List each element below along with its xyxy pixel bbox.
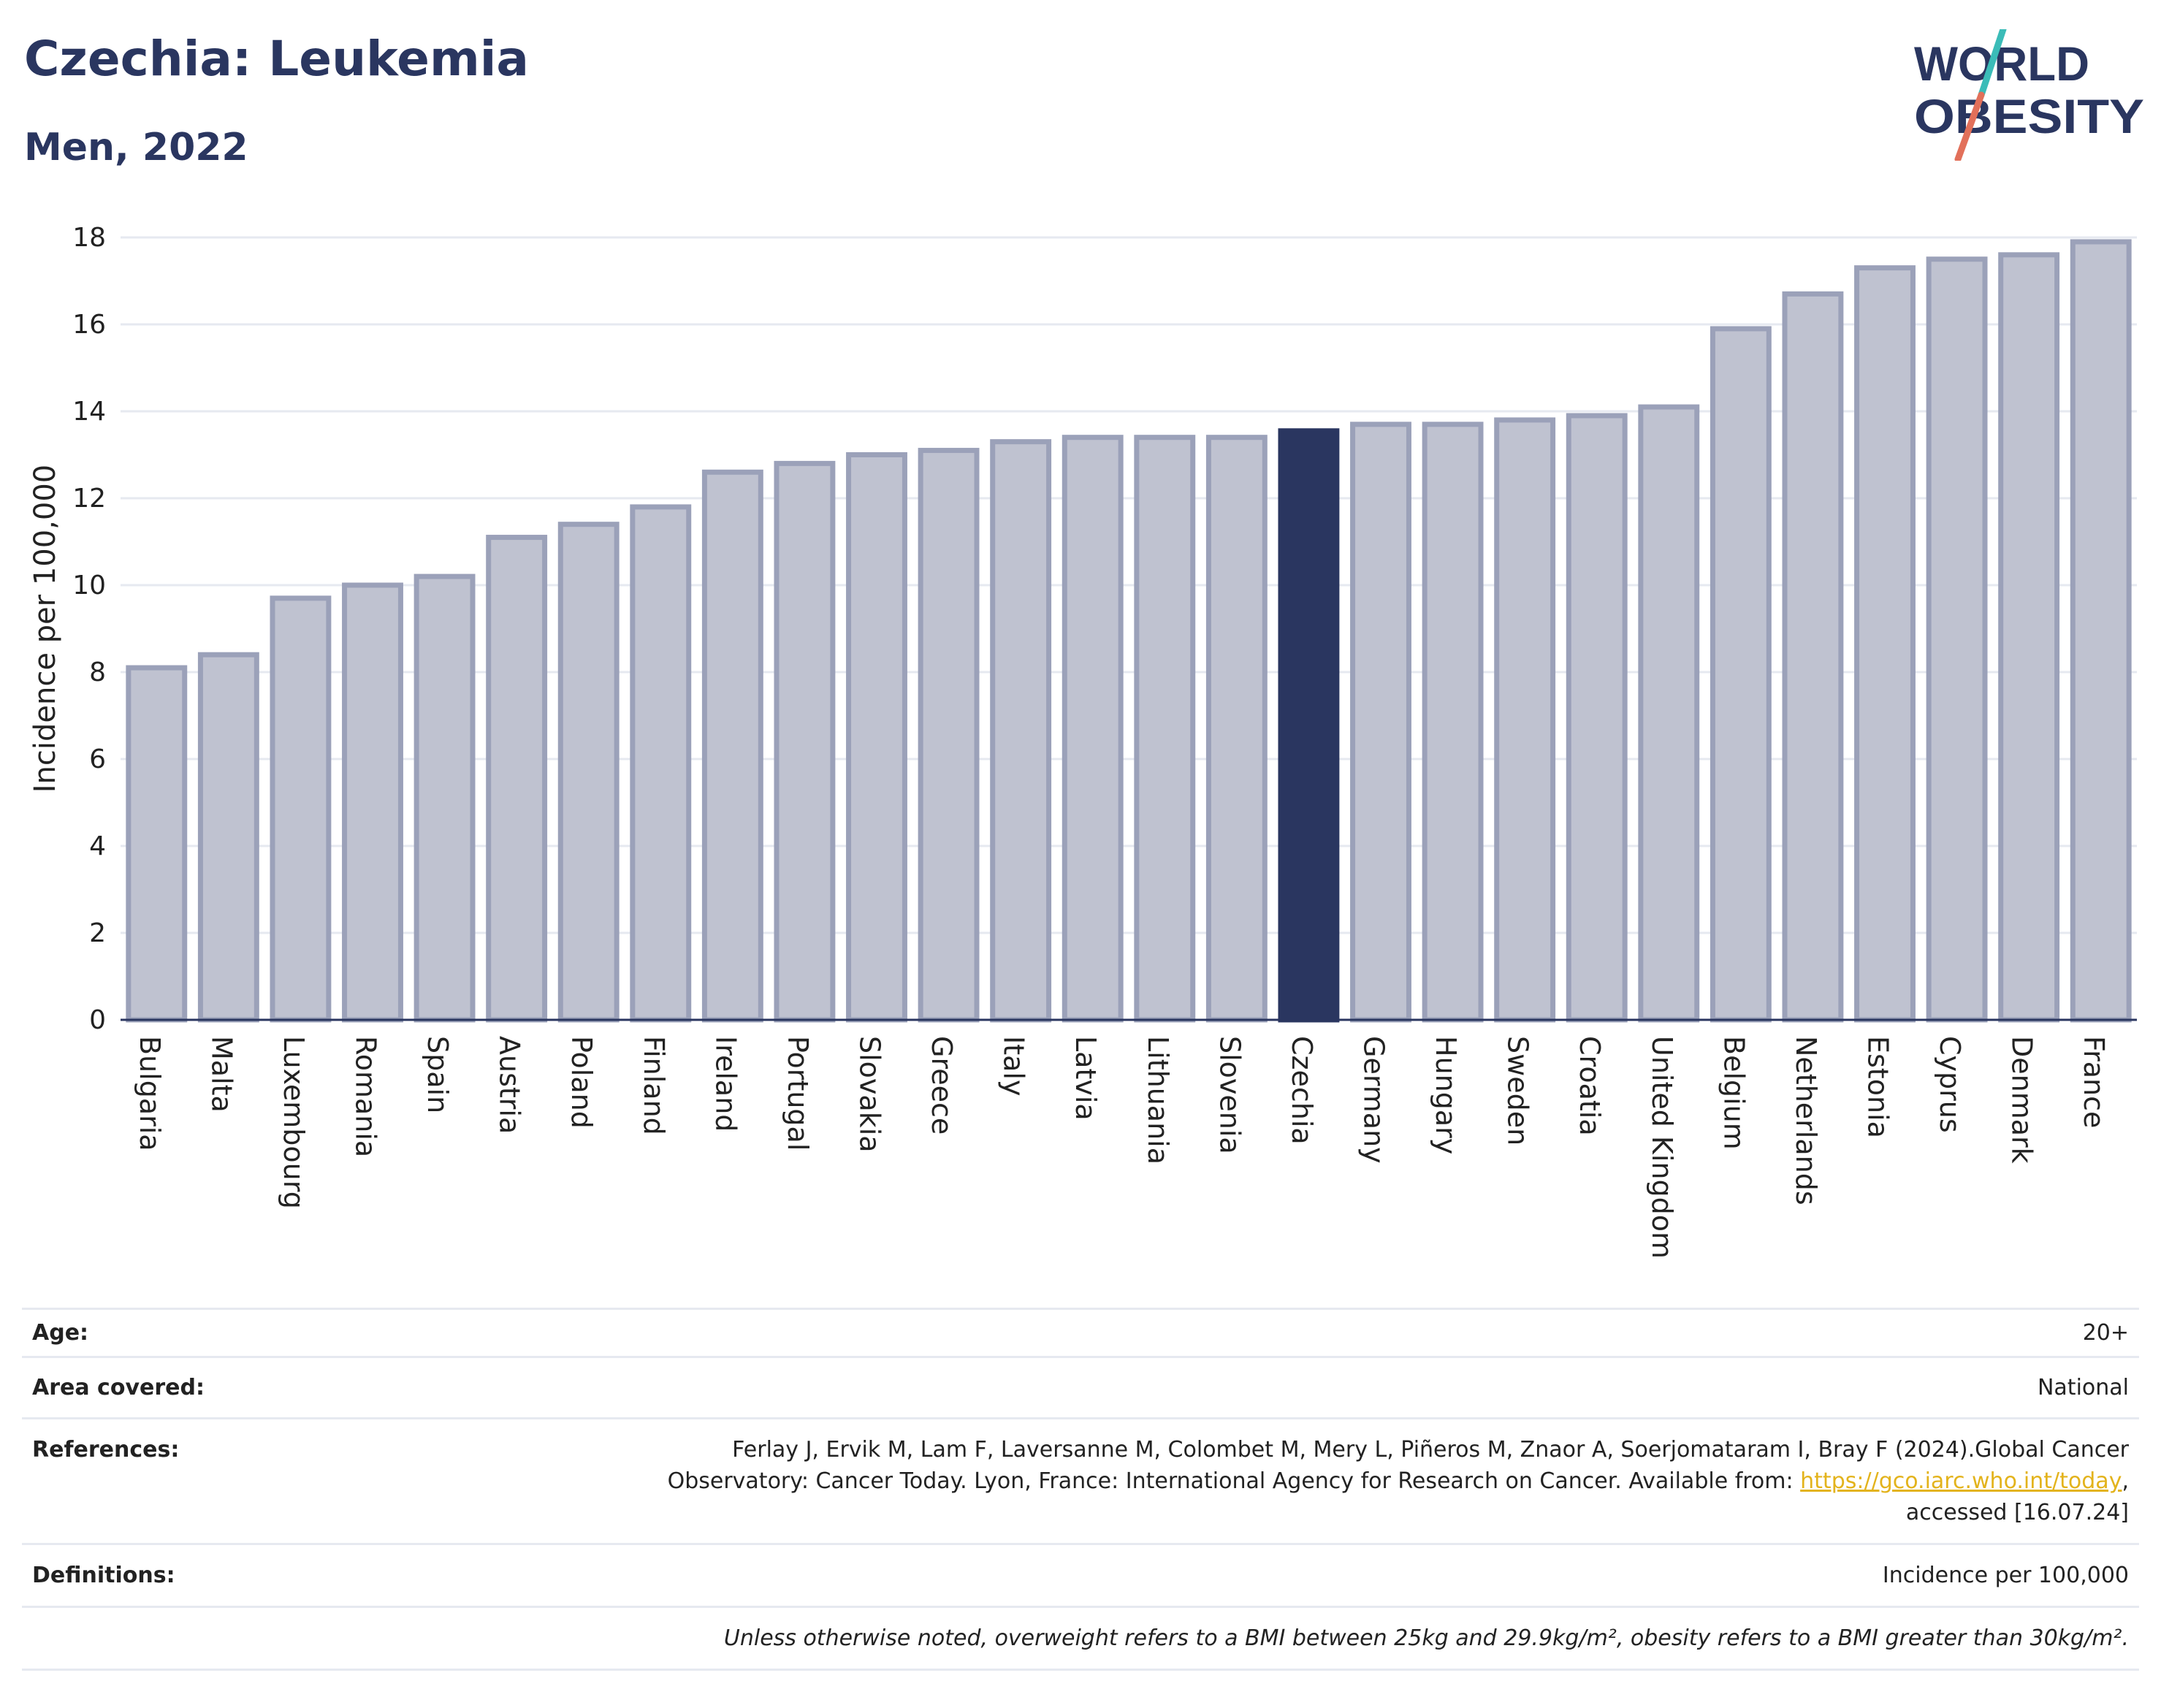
y-tick-label: 12 [72,484,106,514]
logo-slash-top [1978,29,2007,99]
age-label: Age: [32,1320,89,1346]
x-tick-label: Portugal [782,1036,814,1151]
x-tick-label: Czechia [1286,1036,1318,1145]
bar-austria[interactable] [486,535,548,1023]
x-tick-label: Slovenia [1213,1036,1246,1154]
bar-germany[interactable] [1350,422,1411,1023]
y-tick-label: 10 [72,571,106,601]
area-value: National [2037,1375,2129,1400]
info-row-definitions: Definitions: Incidence per 100,000 [22,1543,2139,1606]
y-tick-label: 2 [89,918,106,948]
x-tick-label: Spain [422,1036,454,1113]
x-tick-label: Luxembourg [278,1036,310,1209]
y-tick-label: 8 [89,657,106,687]
bar-chart: 0 2 4 6 8 10 12 14 16 18 Bulgaria Malta Luxembourg Ro… [28,223,2137,1259]
x-tick-label: Sweden [1502,1036,1534,1145]
y-tick-label: 16 [72,310,106,340]
bar-spain[interactable] [413,573,476,1023]
x-tick-label: Germany [1358,1036,1390,1164]
bar-sweden[interactable] [1494,417,1556,1023]
x-tick-label: Malta [205,1036,237,1113]
bar-croatia[interactable] [1566,413,1628,1023]
info-table: Age: 20+ Area covered: National Referenc… [22,1308,2139,1671]
x-tick-label: Ireland [709,1036,742,1132]
x-tick-label: Finland [638,1036,670,1135]
x-tick-label: Latvia [1070,1036,1102,1121]
x-tick-label: Belgium [1718,1036,1750,1150]
x-tick-label: Greece [926,1036,958,1135]
bar-netherlands[interactable] [1782,291,1844,1023]
bar-greece[interactable] [918,448,980,1023]
bar-finland[interactable] [630,504,692,1023]
info-row-area: Area covered: National [22,1356,2139,1417]
bar-czechia[interactable] [1278,428,1340,1023]
x-tick-label: Estonia [1862,1036,1894,1138]
bar-belgium[interactable] [1710,326,1772,1023]
bar-poland[interactable] [557,522,620,1023]
world-obesity-logo: WORLD OBESITY [1914,29,2144,161]
bar-hungary[interactable] [1422,422,1484,1023]
y-tick-label: 18 [72,223,106,253]
logo-word-obesity: OBESITY [1914,89,2144,143]
definitions-value: Incidence per 100,000 [1882,1563,2129,1588]
references-line-2-post: , [2122,1468,2129,1494]
page-subtitle: Men, 2022 [24,126,248,169]
y-axis-label: Incidence per 100,000 [28,465,62,793]
bar-denmark[interactable] [1998,252,2060,1023]
x-tick-label: Austria [494,1036,526,1134]
bar-slovenia[interactable] [1205,435,1268,1023]
bar-portugal[interactable] [774,460,836,1023]
x-tick-label: Netherlands [1790,1036,1822,1205]
bar-ireland[interactable] [701,469,763,1023]
bar-italy[interactable] [990,439,1052,1023]
y-tick-label: 6 [89,744,106,774]
x-tick-label: Hungary [1430,1036,1462,1154]
references-line-2-pre: Observatory: Cancer Today. Lyon, France:… [667,1468,1801,1494]
logo-slash-bottom [1954,91,1985,161]
x-tick-label: Croatia [1574,1036,1606,1136]
bar-slovakia[interactable] [846,452,907,1023]
x-tick-label: Italy [998,1036,1030,1096]
bar-romania[interactable] [342,582,403,1023]
info-row-age: Age: 20+ [22,1308,2139,1356]
definitions-label: Definitions: [32,1563,175,1588]
references-line-1: Ferlay J, Ervik M, Lam F, Laversanne M, … [732,1437,2129,1463]
y-tick-label: 4 [89,831,106,861]
logo-word-world: WORLD [1914,37,2089,91]
x-tick-label: Bulgaria [134,1036,166,1151]
x-tick-label: Romania [350,1036,382,1157]
bmi-note: Unless otherwise noted, overweight refer… [723,1625,2129,1651]
references-value: Ferlay J, Ervik M, Lam F, Laversanne M, … [668,1434,2129,1528]
bar-luxembourg[interactable] [270,595,332,1023]
x-tick-label: Lithuania [1142,1036,1174,1164]
x-tick-label: United Kingdom [1646,1036,1678,1259]
x-tick-label: Poland [565,1036,598,1129]
bar-estonia[interactable] [1854,265,1916,1023]
y-tick-label: 0 [89,1005,106,1035]
bar-united-kingdom[interactable] [1638,404,1700,1023]
info-row-references: References: Ferlay J, Ervik M, Lam F, La… [22,1417,2139,1543]
x-tick-label: Slovakia [854,1036,886,1153]
bar-malta[interactable] [197,652,259,1023]
bar-france[interactable] [2070,239,2132,1023]
info-row-note: Unless otherwise noted, overweight refer… [22,1606,2139,1671]
references-line-3: accessed [16.07.24] [1905,1500,2129,1525]
bar-lithuania[interactable] [1134,435,1196,1023]
y-tick-label: 14 [72,397,106,427]
references-link[interactable]: https://gco.iarc.who.int/today [1800,1468,2122,1494]
x-tick-label: Denmark [2006,1036,2038,1164]
area-label: Area covered: [32,1375,205,1400]
bar-latvia[interactable] [1062,435,1124,1023]
page-title: Czechia: Leukemia [24,31,529,87]
bar-bulgaria[interactable] [126,665,188,1023]
x-tick-label: Cyprus [1934,1036,1966,1133]
age-value: 20+ [2082,1320,2129,1346]
x-tick-label: France [2078,1036,2110,1128]
bar-cyprus[interactable] [1926,256,1988,1023]
references-label: References: [32,1437,180,1463]
